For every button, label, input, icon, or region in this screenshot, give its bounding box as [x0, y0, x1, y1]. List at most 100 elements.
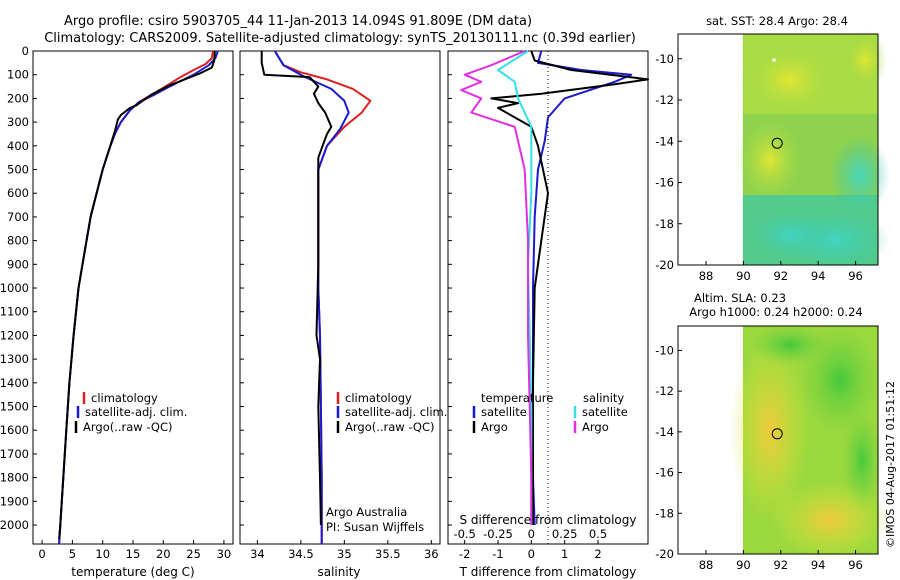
x-tick-label: 2 [594, 547, 601, 561]
header-line-1: Argo profile: csiro 5903705_44 11-Jan-20… [64, 14, 532, 29]
s-tick-label: -0.5 [453, 527, 475, 541]
depth-tick-label: 200 [7, 91, 29, 105]
sla-map-title-2: Argo h1000: 0.24 h2000: 0.24 [689, 305, 862, 319]
map-y-tick-label: -20 [655, 258, 674, 272]
map-x-tick-label: 90 [736, 558, 751, 572]
map-y-tick-label: -14 [655, 134, 674, 148]
header-line-2: Climatology: CARS2009. Satellite-adjuste… [44, 31, 636, 46]
x-tick-label: 35 [337, 547, 352, 561]
map-x-tick-label: 92 [773, 269, 788, 283]
difference-xlabel-top: S difference from climatology [460, 513, 637, 527]
depth-tick-label: 800 [7, 234, 29, 248]
legend-label-temperature-satellite: satellite [481, 405, 527, 419]
salinity-legend: climatology satellite-adj. clim. Argo(..… [336, 391, 447, 434]
map-y-tick-label: -18 [655, 506, 674, 520]
sst-argo-position-marker [771, 137, 783, 149]
legend-label-salinity-satellite: satellite [582, 405, 628, 419]
depth-tick-label: 1100 [0, 305, 29, 319]
depth-axis: 0 100 200 300 400 500 600 700 800 900 1000 1100 1200… [0, 44, 452, 532]
legend-label-salinity-argo: Argo [582, 420, 609, 434]
x-tick-label: 0 [528, 547, 535, 561]
legend-label-satellite: satellite-adj. clim. [345, 405, 447, 419]
series-line-temperature-argo [490, 50, 649, 525]
map-x-tick-label: 96 [848, 269, 863, 283]
depth-tick-label: 1500 [0, 400, 29, 414]
x-tick-label: 20 [156, 547, 171, 561]
depth-tick-label: 900 [7, 257, 29, 271]
x-tick-label: 35.5 [375, 547, 401, 561]
x-tick-label: 34.5 [288, 547, 314, 561]
salinity-x-axis: 34 34.5 35 35.5 36 [250, 540, 439, 561]
sla-map-title-1: Altim. SLA: 0.23 [694, 291, 786, 305]
salinity-xlabel: salinity [317, 565, 360, 579]
depth-tick-label: 100 [7, 68, 29, 82]
series-line-argo-raw-qc- [260, 51, 333, 526]
map-x-tick-label: 88 [699, 558, 714, 572]
depth-tick-label: 1900 [0, 494, 29, 508]
difference-xlabel-bottom: T difference from climatology [459, 565, 637, 579]
map-y-tick-label: -20 [655, 547, 674, 561]
legend-label-argo: Argo(..raw -QC) [83, 420, 173, 434]
depth-tick-label: 2000 [0, 518, 29, 532]
pi-label: PI: Susan Wijffels [326, 520, 424, 534]
sst-map-frame [677, 33, 879, 266]
difference-panel [447, 50, 649, 545]
salinity-series [260, 50, 372, 544]
legend-title-salinity: salinity [583, 391, 624, 405]
sst-map-image [736, 30, 890, 270]
legend-label-argo: Argo(..raw -QC) [345, 420, 435, 434]
sla-map-frame [677, 325, 879, 555]
x-tick-label: 30 [217, 547, 232, 561]
map-y-tick-label: -14 [655, 425, 674, 439]
x-tick-label: 5 [69, 547, 76, 561]
depth-tick-label: 1700 [0, 447, 29, 461]
depth-tick-label: 400 [7, 139, 29, 153]
map-x-tick-label: 94 [811, 558, 826, 572]
x-tick-label: 36 [424, 547, 439, 561]
legend-label-climatology: climatology [345, 391, 412, 405]
map-x-tick-label: 88 [699, 269, 714, 283]
argo-australia-label: Argo Australia [326, 505, 407, 519]
x-tick-label: -2 [459, 547, 470, 561]
series-line-argo-raw-qc- [58, 50, 216, 540]
depth-tick-label: 0 [22, 44, 29, 58]
map-x-tick-label: 96 [848, 558, 863, 572]
depth-tick-label: 600 [7, 186, 29, 200]
x-tick-label: 0 [38, 547, 45, 561]
map-x-tick-label: 92 [773, 558, 788, 572]
sla-map-axes: 88 90 92 94 96 -10 -12 -14 -16 -18 -20 [655, 343, 863, 572]
x-tick-label: 10 [95, 547, 110, 561]
x-tick-label: 34 [250, 547, 265, 561]
footer-stamp: ©IMOS 04-Aug-2017 01:51:12 [884, 381, 897, 548]
temperature-series [58, 50, 219, 545]
series-line-climatology [58, 50, 214, 545]
map-y-tick-label: -12 [655, 93, 674, 107]
x-tick-label: 1 [561, 547, 568, 561]
legend-label-satellite: satellite-adj. clim. [85, 405, 187, 419]
x-tick-label: 25 [186, 547, 201, 561]
depth-tick-label: 1800 [0, 471, 29, 485]
map-y-tick-label: -16 [655, 176, 674, 190]
depth-tick-label: 300 [7, 115, 29, 129]
temperature-xlabel: temperature (deg C) [71, 565, 194, 579]
difference-legend: temperature salinity satellite Argo sate… [472, 391, 628, 434]
series-line-satellite-adj-clim- [58, 50, 219, 545]
sla-map-image [730, 325, 890, 560]
s-tick-label: 0.5 [589, 527, 607, 541]
difference-x-axis: -2 -1 0 1 2 -0.5 -0.25 0 0.25 0.5 [453, 527, 607, 561]
x-tick-label: 15 [126, 547, 141, 561]
series-line-salinity-satellite [497, 50, 533, 525]
map-y-tick-label: -10 [655, 52, 674, 66]
depth-tick-label: 1200 [0, 328, 29, 342]
map-x-tick-label: 90 [736, 269, 751, 283]
temperature-legend: climatology satellite-adj. clim. Argo(..… [74, 391, 187, 434]
depth-tick-label: 500 [7, 163, 29, 177]
depth-tick-label: 1000 [0, 281, 29, 295]
depth-tick-label: 1400 [0, 376, 29, 390]
difference-series [460, 50, 649, 526]
salinity-panel [239, 50, 441, 545]
x-tick-label: -1 [492, 547, 503, 561]
legend-title-temperature: temperature [481, 391, 553, 405]
sla-argo-position-marker [771, 428, 783, 440]
